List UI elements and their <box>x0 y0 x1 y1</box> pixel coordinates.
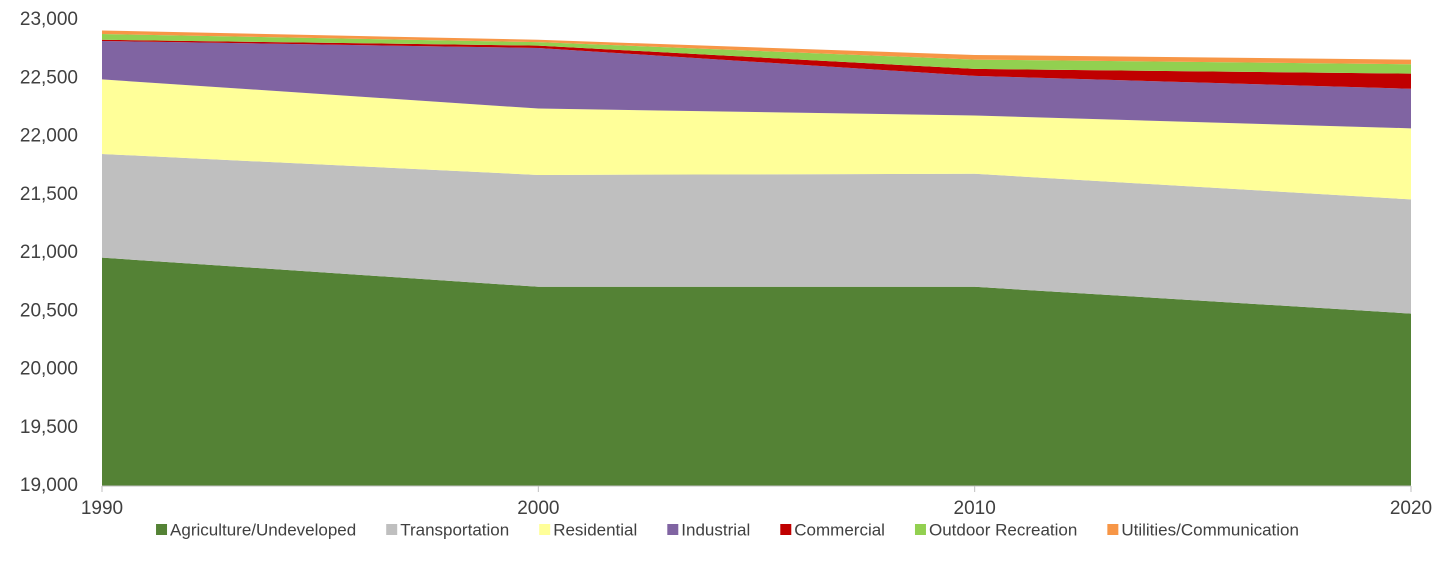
area <box>102 40 1411 129</box>
area <box>102 39 1411 89</box>
legend-swatch <box>386 524 398 535</box>
legend-swatch <box>156 524 168 535</box>
area <box>102 153 1411 314</box>
y-tick-label: 23,000 <box>20 9 78 30</box>
legend-label: Commercial <box>794 520 885 539</box>
legend-label: Agriculture/Undeveloped <box>170 520 356 539</box>
y-tick-label: 21,500 <box>20 184 78 205</box>
legend-label: Transportation <box>400 520 509 539</box>
x-tick-label: 1990 <box>81 498 123 519</box>
legend-label: Utilities/Communication <box>1121 520 1299 539</box>
legend-label: Outdoor Recreation <box>929 520 1077 539</box>
x-tick-label: 2020 <box>1390 498 1432 519</box>
legend-label: Industrial <box>681 520 750 539</box>
y-tick-label: 20,000 <box>20 359 78 380</box>
area <box>102 33 1411 74</box>
legend-swatch <box>914 524 926 535</box>
y-tick-label: 22,500 <box>20 67 78 88</box>
area <box>102 30 1411 65</box>
legend-label: Residential <box>553 520 637 539</box>
y-tick-label: 22,000 <box>20 126 78 147</box>
area <box>102 257 1411 486</box>
y-tick-label: 19,000 <box>20 475 78 496</box>
x-tick-label: 2000 <box>517 498 559 519</box>
legend-swatch <box>539 524 551 535</box>
area <box>102 79 1411 200</box>
x-tick-label: 2010 <box>954 498 996 519</box>
y-tick-label: 21,000 <box>20 242 78 263</box>
y-tick-label: 19,500 <box>20 417 78 438</box>
legend-swatch <box>667 524 679 535</box>
legend-swatch <box>780 524 792 535</box>
y-tick-label: 20,500 <box>20 300 78 321</box>
legend-swatch <box>1107 524 1119 535</box>
